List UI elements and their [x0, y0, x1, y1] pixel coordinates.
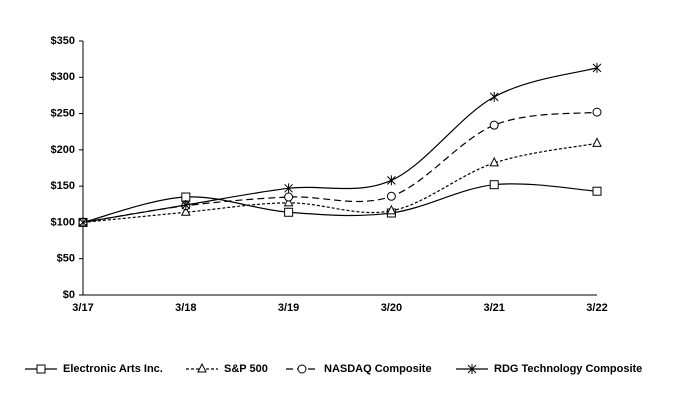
y-tick-label: $100 [51, 216, 75, 228]
marker [181, 200, 191, 211]
marker [592, 107, 602, 117]
x-tick-label: 3/21 [483, 302, 504, 314]
legend-item: Electronic Arts Inc. [25, 363, 163, 375]
marker [386, 191, 396, 201]
y-tick-label: $300 [51, 71, 75, 83]
series-line [82, 111, 598, 224]
y-tick-label: $200 [51, 144, 75, 156]
series-line [82, 183, 598, 224]
legend-item: S&P 500 [186, 362, 268, 375]
y-tick-label: $50 [57, 253, 75, 265]
series-line [82, 67, 598, 224]
x-tick-label: 3/20 [381, 302, 402, 314]
marker [467, 364, 477, 374]
marker [180, 206, 191, 216]
marker [489, 180, 499, 190]
marker [78, 217, 88, 228]
y-tick-label: $0 [63, 289, 75, 301]
marker [489, 91, 499, 102]
y-tick-label: $150 [51, 180, 75, 192]
marker [284, 192, 294, 202]
legend-item: RDG Technology Composite [456, 363, 642, 375]
marker [386, 204, 397, 215]
legend-label: RDG Technology Composite [494, 363, 642, 375]
marker [197, 362, 207, 373]
marker [489, 156, 500, 167]
legend-label: NASDAQ Composite [324, 363, 432, 375]
legend-item: NASDAQ Composite [286, 363, 432, 375]
marker [489, 120, 499, 130]
marker [592, 62, 602, 73]
marker [181, 192, 191, 202]
legend-label: S&P 500 [224, 363, 268, 375]
series-line [82, 142, 598, 224]
marker [297, 364, 307, 374]
marker [387, 175, 396, 186]
x-tick-label: 3/22 [586, 302, 607, 314]
y-tick-label: $350 [51, 35, 75, 47]
x-tick-label: 3/17 [72, 302, 93, 314]
legend-label: Electronic Arts Inc. [63, 363, 163, 375]
marker [284, 207, 294, 217]
marker [36, 364, 46, 374]
marker [284, 183, 293, 194]
marker [592, 137, 602, 147]
x-tick-label: 3/19 [278, 302, 299, 314]
y-tick-label: $250 [51, 107, 75, 119]
marker [592, 186, 602, 196]
x-tick-label: 3/18 [175, 302, 196, 314]
marker [283, 196, 294, 207]
